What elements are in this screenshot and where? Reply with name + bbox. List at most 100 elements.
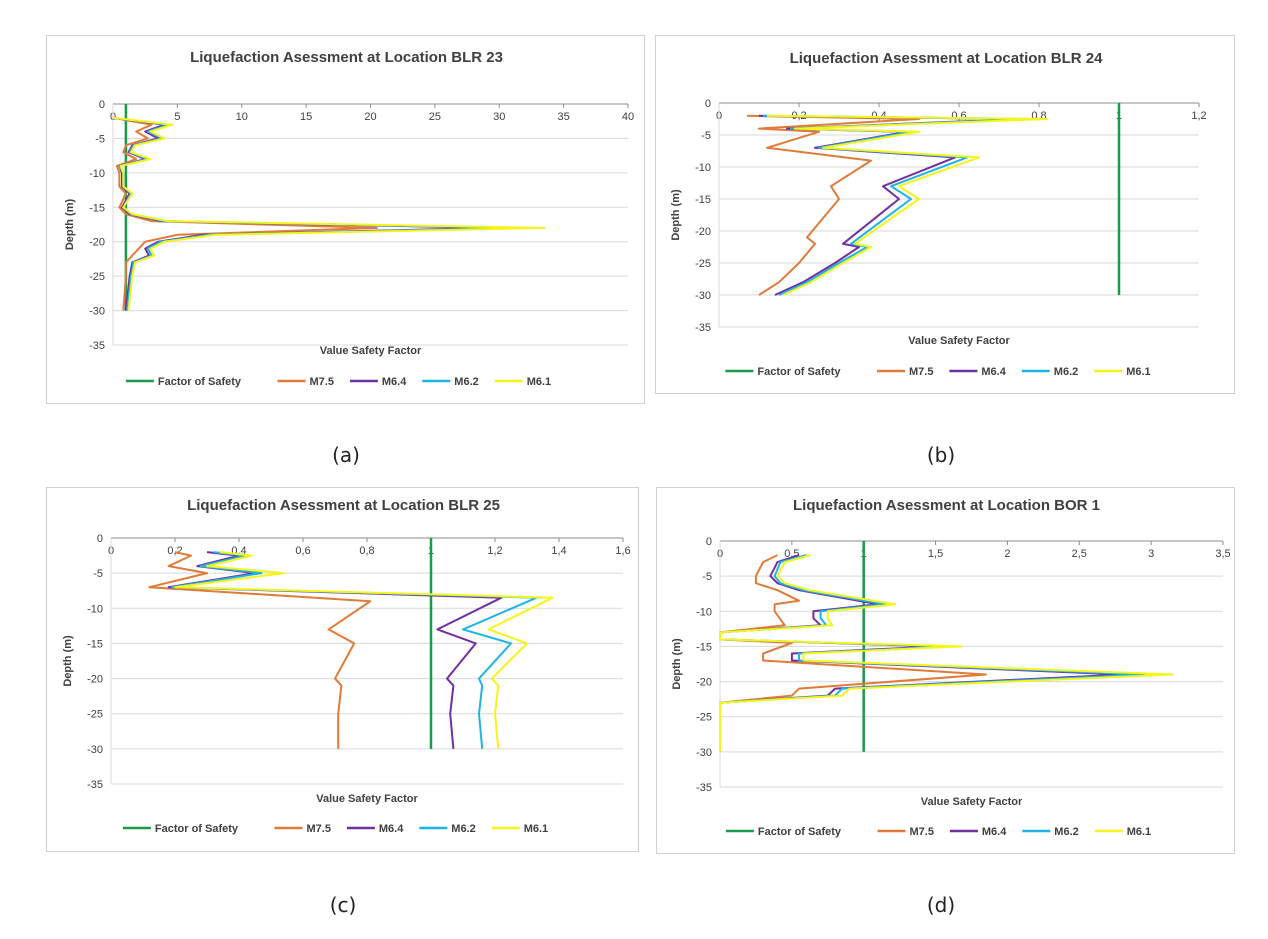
x-tick-label: 1,2 [487, 545, 502, 557]
y-tick-label: -35 [696, 782, 712, 794]
legend-label-m6-4: M6.4 [379, 823, 404, 835]
y-tick-label: -30 [89, 306, 105, 318]
legend-label-m7-5: M7.5 [310, 376, 334, 388]
x-tick-label: 2,5 [1072, 548, 1087, 560]
y-tick-label: -20 [89, 237, 105, 249]
caption-b: (b) [926, 443, 956, 467]
x-tick-label: 25 [429, 111, 441, 123]
legend-label-m6-1: M6.1 [1126, 366, 1150, 378]
y-tick-label: -5 [701, 130, 711, 142]
x-tick-label: 20 [364, 111, 376, 123]
x-tick-label: 5 [174, 111, 180, 123]
legend-label-factor-of-safety: Factor of Safety [758, 826, 842, 838]
y-tick-label: -10 [87, 603, 103, 615]
series-line-m6-4 [112, 116, 494, 311]
legend-label-factor-of-safety: Factor of Safety [155, 823, 239, 835]
series-line-m7-5 [719, 554, 987, 752]
chart-svg-c: Liquefaction Asessment at Location BLR 2… [62, 497, 631, 835]
legend-label-factor-of-safety: Factor of Safety [158, 376, 242, 388]
y-tick-label: -15 [695, 194, 711, 206]
chart-panel-c: Liquefaction Asessment at Location BLR 2… [46, 487, 639, 852]
chart-svg-b: Liquefaction Asessment at Location BLR 2… [670, 50, 1207, 378]
chart-title: Liquefaction Asessment at Location BLR 2… [187, 497, 500, 514]
y-tick-label: 0 [706, 536, 712, 548]
x-axis-label: Value Safety Factor [908, 335, 1010, 347]
y-axis-label: Depth (m) [64, 199, 76, 251]
y-axis-label: Depth (m) [671, 638, 683, 690]
series-line-m7-5 [148, 551, 372, 749]
legend-label-m6-4: M6.4 [382, 376, 407, 388]
chart-panel-a: Liquefaction Asessment at Location BLR 2… [46, 35, 645, 404]
caption-a: (a) [332, 443, 360, 467]
y-tick-label: -10 [695, 162, 711, 174]
series-line-m6-1 [766, 114, 1048, 296]
x-tick-label: 0,6 [951, 110, 966, 122]
legend-label-m7-5: M7.5 [910, 826, 934, 838]
y-tick-label: 0 [99, 99, 105, 111]
x-tick-label: 30 [493, 111, 505, 123]
x-tick-label: 35 [558, 111, 570, 123]
y-tick-label: -5 [95, 133, 105, 145]
y-tick-label: 0 [705, 98, 711, 110]
series-line-m6-4 [758, 114, 1020, 296]
x-tick-label: 1,6 [615, 545, 630, 557]
x-tick-label: 2 [1004, 548, 1010, 560]
legend-label-m6-2: M6.2 [1054, 826, 1078, 838]
legend-label-m7-5: M7.5 [307, 823, 331, 835]
y-tick-label: -20 [695, 226, 711, 238]
caption-d: (d) [926, 893, 956, 917]
series-line-m6-2 [170, 551, 538, 749]
y-axis-label: Depth (m) [62, 635, 74, 687]
y-tick-label: 0 [97, 533, 103, 545]
chart-title: Liquefaction Asessment at Location BLR 2… [190, 49, 503, 66]
y-tick-label: -30 [696, 747, 712, 759]
x-axis-label: Value Safety Factor [921, 796, 1023, 808]
series-line-m6-1 [174, 551, 554, 749]
series-line-m6-1 [112, 116, 546, 311]
y-tick-label: -10 [696, 606, 712, 618]
series-line-m6-2 [762, 114, 1032, 296]
x-tick-label: 0,6 [295, 545, 310, 557]
y-tick-label: -5 [93, 568, 103, 580]
y-axis-label: Depth (m) [670, 189, 682, 241]
y-tick-label: -25 [695, 258, 711, 270]
x-tick-label: 10 [236, 111, 248, 123]
x-tick-label: 0,8 [359, 545, 374, 557]
y-tick-label: -35 [89, 340, 105, 352]
y-tick-label: -30 [87, 744, 103, 756]
legend-label-m6-2: M6.2 [454, 376, 478, 388]
x-axis-label: Value Safety Factor [316, 793, 418, 805]
x-tick-label: 3,5 [1215, 548, 1230, 560]
caption-c: (c) [329, 893, 357, 917]
chart-svg-d: Liquefaction Asessment at Location BOR 1… [671, 497, 1231, 838]
y-tick-label: -35 [695, 322, 711, 334]
legend-label-m7-5: M7.5 [909, 366, 933, 378]
x-tick-label: 0,2 [167, 545, 182, 557]
y-tick-label: -25 [87, 709, 103, 721]
chart-panel-b: Liquefaction Asessment at Location BLR 2… [655, 35, 1235, 394]
x-tick-label: 15 [300, 111, 312, 123]
y-tick-label: -15 [696, 641, 712, 653]
x-axis-label: Value Safety Factor [320, 345, 422, 357]
y-tick-label: -25 [89, 271, 105, 283]
series-line-m6-4 [719, 554, 1124, 752]
legend-label-factor-of-safety: Factor of Safety [757, 366, 841, 378]
x-tick-label: 1,5 [928, 548, 943, 560]
series-line-m6-1 [719, 554, 1174, 752]
y-tick-label: -10 [89, 168, 105, 180]
legend-label-m6-2: M6.2 [451, 823, 475, 835]
legend-label-m6-1: M6.1 [524, 823, 548, 835]
chart-title: Liquefaction Asessment at Location BLR 2… [790, 50, 1103, 67]
y-tick-label: -5 [702, 571, 712, 583]
x-tick-label: 40 [622, 111, 634, 123]
legend-label-m6-4: M6.4 [981, 366, 1006, 378]
legend-label-m6-2: M6.2 [1054, 366, 1078, 378]
legend-label-m6-4: M6.4 [982, 826, 1007, 838]
x-tick-label: 3 [1148, 548, 1154, 560]
y-tick-label: -25 [696, 712, 712, 724]
x-tick-label: 1,2 [1191, 110, 1206, 122]
y-tick-label: -20 [87, 674, 103, 686]
series-line-m7-5 [112, 116, 378, 311]
y-tick-label: -15 [87, 638, 103, 650]
series-line-m6-2 [112, 116, 520, 311]
